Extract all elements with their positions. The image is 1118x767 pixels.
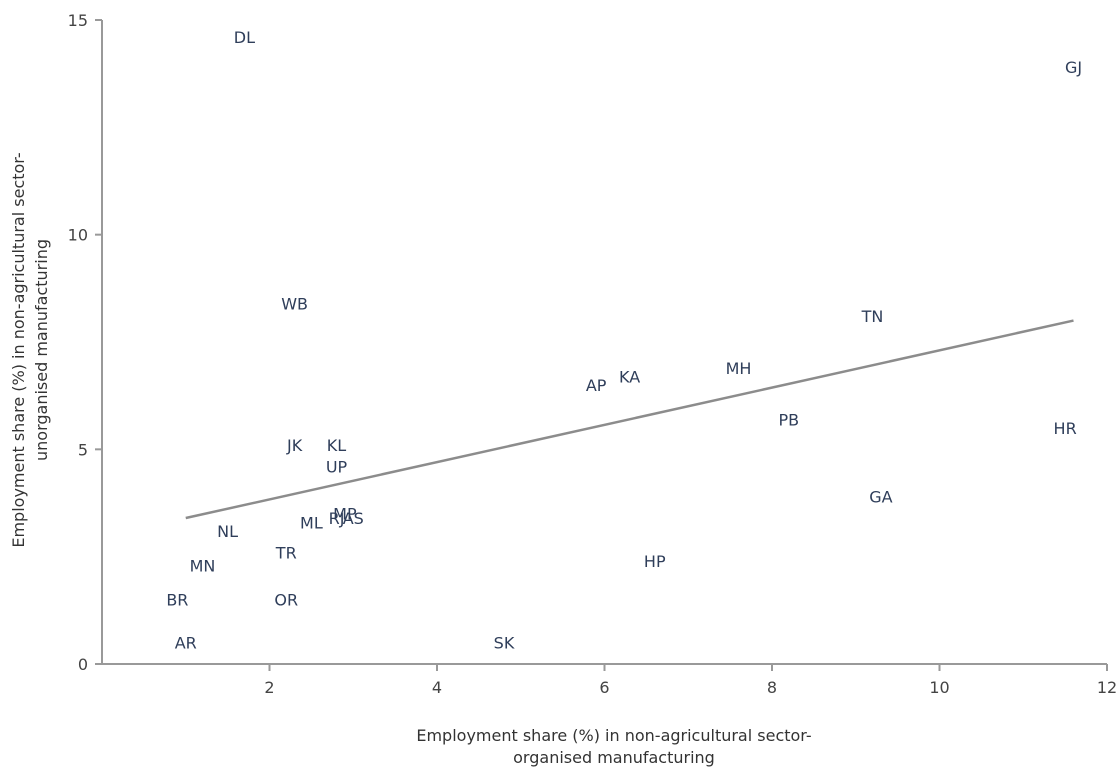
point-label-wb: WB [281, 294, 308, 313]
point-label-dl: DL [234, 28, 255, 47]
point-label-up: UP [326, 458, 348, 477]
x-tick-label: 12 [1097, 678, 1117, 697]
point-label-mp: MP [333, 505, 357, 524]
point-label-or: OR [274, 591, 298, 610]
point-label-hp: HP [644, 552, 666, 571]
axis-ticks: 0 5 10 15 2 4 6 8 10 12 [68, 11, 1118, 697]
point-label-as: AS [343, 509, 364, 528]
point-label-tn: TN [861, 307, 884, 326]
y-tick-label: 10 [68, 226, 88, 245]
y-tick-label: 0 [78, 655, 88, 674]
point-label-gj: GJ [1065, 58, 1082, 77]
point-label-jk: JK [286, 436, 303, 455]
x-axis-title-line-1: Employment share (%) in non-agricultural… [416, 726, 811, 745]
x-tick-label: 4 [432, 678, 442, 697]
y-tick-label: 15 [68, 11, 88, 30]
axes [101, 20, 1107, 665]
x-tick-label: 8 [767, 678, 777, 697]
x-axis-title-line-2: organised manufacturing [513, 748, 715, 767]
point-label-ka: KA [619, 367, 640, 386]
point-label-nl: NL [217, 522, 238, 541]
point-label-sk: SK [494, 634, 515, 653]
point-label-hr: HR [1054, 419, 1077, 438]
point-label-rj: RJ [329, 509, 345, 528]
point-label-ml: ML [300, 513, 323, 532]
trendline [185, 319, 1074, 520]
point-label-br: BR [166, 591, 188, 610]
y-axis-title-line-1: Employment share (%) in non-agricultural… [9, 152, 28, 547]
point-label-mn: MN [190, 556, 216, 575]
x-tick-label: 2 [264, 678, 274, 697]
x-tick-label: 10 [929, 678, 949, 697]
y-tick-label: 5 [78, 440, 88, 459]
point-label-mh: MH [726, 359, 752, 378]
trendline-group [185, 319, 1074, 520]
y-axis-title-line-2: unorganised manufacturing [32, 239, 51, 461]
x-tick-label: 6 [599, 678, 609, 697]
point-label-ap: AP [586, 376, 607, 395]
point-label-kl: KL [327, 436, 346, 455]
point-label-ar: AR [175, 634, 197, 653]
point-label-tr: TR [275, 543, 297, 562]
point-label-ga: GA [869, 488, 892, 507]
point-label-pb: PB [778, 410, 799, 429]
